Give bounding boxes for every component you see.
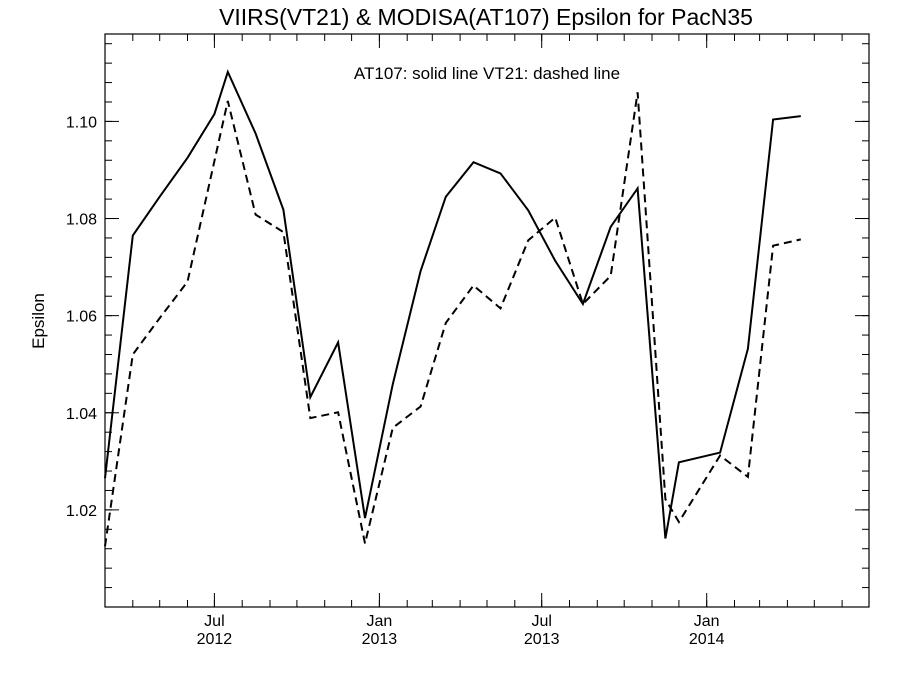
x-tick-label-month: Jan — [694, 613, 720, 630]
x-tick-label-year: 2014 — [689, 631, 725, 648]
x-tick-label-month: Jan — [366, 613, 392, 630]
line-style-annotation: AT107: solid line VT21: dashed line — [354, 64, 620, 83]
series-line-at107 — [104, 69, 801, 539]
x-tick-label-month: Jul — [204, 613, 224, 630]
plot-frame — [104, 33, 870, 608]
y-tick-label: 1.10 — [66, 114, 97, 131]
chart-title: VIIRS(VT21) & MODISA(AT107) Epsilon for … — [219, 4, 753, 30]
y-tick-label: 1.08 — [66, 212, 97, 229]
series-line-vt21 — [104, 92, 802, 547]
y-tick-label: 1.02 — [66, 503, 97, 520]
series-lines — [104, 69, 802, 547]
x-tick-label-year: 2013 — [524, 631, 560, 648]
x-tick-label-year: 2013 — [362, 631, 398, 648]
axis-ticks: 1.021.041.061.081.10Jul2012Jan2013Jul201… — [66, 34, 869, 648]
y-tick-label: 1.04 — [66, 406, 97, 423]
y-tick-label: 1.06 — [66, 309, 97, 326]
x-tick-label-month: Jul — [531, 613, 551, 630]
y-axis-label: Epsilon — [29, 293, 48, 349]
x-tick-label-year: 2012 — [197, 631, 233, 648]
